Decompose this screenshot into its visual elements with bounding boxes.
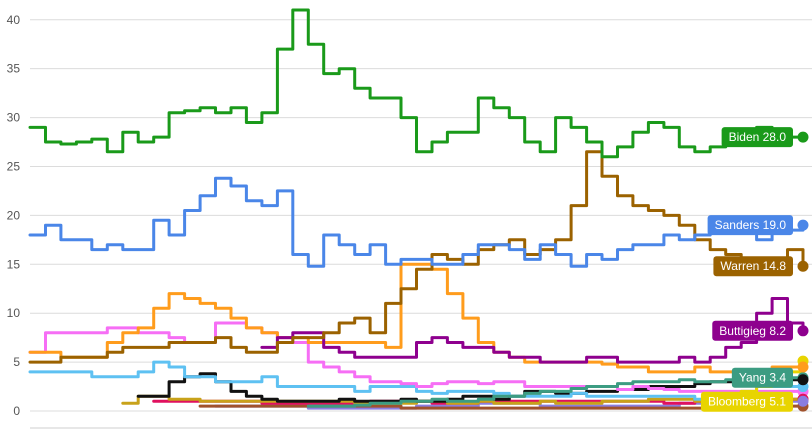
end-label-box [713, 256, 793, 277]
end-markers [797, 131, 809, 412]
series-line-unlabeled-8 [28, 360, 805, 401]
end-label-box [731, 367, 793, 388]
y-tick-label: 20 [7, 208, 21, 222]
y-tick-label: 25 [7, 159, 21, 173]
end-marker-sanders [797, 219, 809, 231]
end-label-text: Warren 14.8 [720, 259, 786, 273]
series-line-yang [306, 376, 805, 408]
series-line-warren [28, 150, 805, 364]
end-marker-unlabeled-6 [797, 361, 809, 373]
end-labels: Biden 28.0 Sanders 19.0 Warren 14.8 Buttigi… [700, 127, 793, 412]
y-tick-label: 5 [13, 355, 20, 369]
series-line-biden [28, 8, 805, 159]
end-label-text: Bloomberg 5.1 [708, 395, 786, 409]
series-line-unlabeled-9 [136, 372, 805, 403]
series-line-buttigieg [260, 297, 805, 364]
y-tick-label: 15 [7, 257, 21, 271]
end-label-biden: Biden 28.0 [721, 127, 793, 148]
end-label-box [700, 391, 793, 412]
series-line-unlabeled-10 [121, 394, 805, 405]
end-label-box [707, 215, 793, 236]
end-marker-buttigieg [797, 325, 809, 337]
gridlines [30, 19, 812, 412]
series-line-unlabeled-6 [28, 262, 805, 374]
end-marker-warren [797, 260, 809, 272]
y-tick-label: 10 [7, 306, 21, 320]
end-label-text: Yang 3.4 [739, 371, 786, 385]
series-line-unlabeled-7 [28, 321, 805, 393]
y-tick-label: 30 [7, 111, 21, 125]
end-label-text: Buttigieg 8.2 [719, 324, 786, 338]
end-label-text: Biden 28.0 [729, 130, 787, 144]
end-marker-biden [797, 131, 809, 143]
end-label-text: Sanders 19.0 [715, 218, 787, 232]
end-marker-unlabeled-13 [797, 395, 809, 407]
end-label-warren: Warren 14.8 [713, 256, 793, 277]
end-label-box [712, 320, 793, 341]
end-label-yang: Yang 3.4 [731, 367, 793, 388]
series-line-sanders [28, 176, 805, 268]
y-tick-label: 0 [13, 404, 20, 418]
series-lines [28, 8, 805, 410]
y-axis-ticks: 0 5 10 15 20 25 30 35 40 [7, 13, 21, 418]
end-label-box [721, 127, 793, 148]
y-tick-label: 40 [7, 13, 21, 27]
end-label-buttigieg: Buttigieg 8.2 [712, 320, 793, 341]
end-label-sanders: Sanders 19.0 [707, 215, 793, 236]
end-label-bloomberg: Bloomberg 5.1 [700, 391, 793, 412]
y-tick-label: 35 [7, 62, 21, 76]
end-marker-unlabeled-9 [797, 374, 809, 386]
